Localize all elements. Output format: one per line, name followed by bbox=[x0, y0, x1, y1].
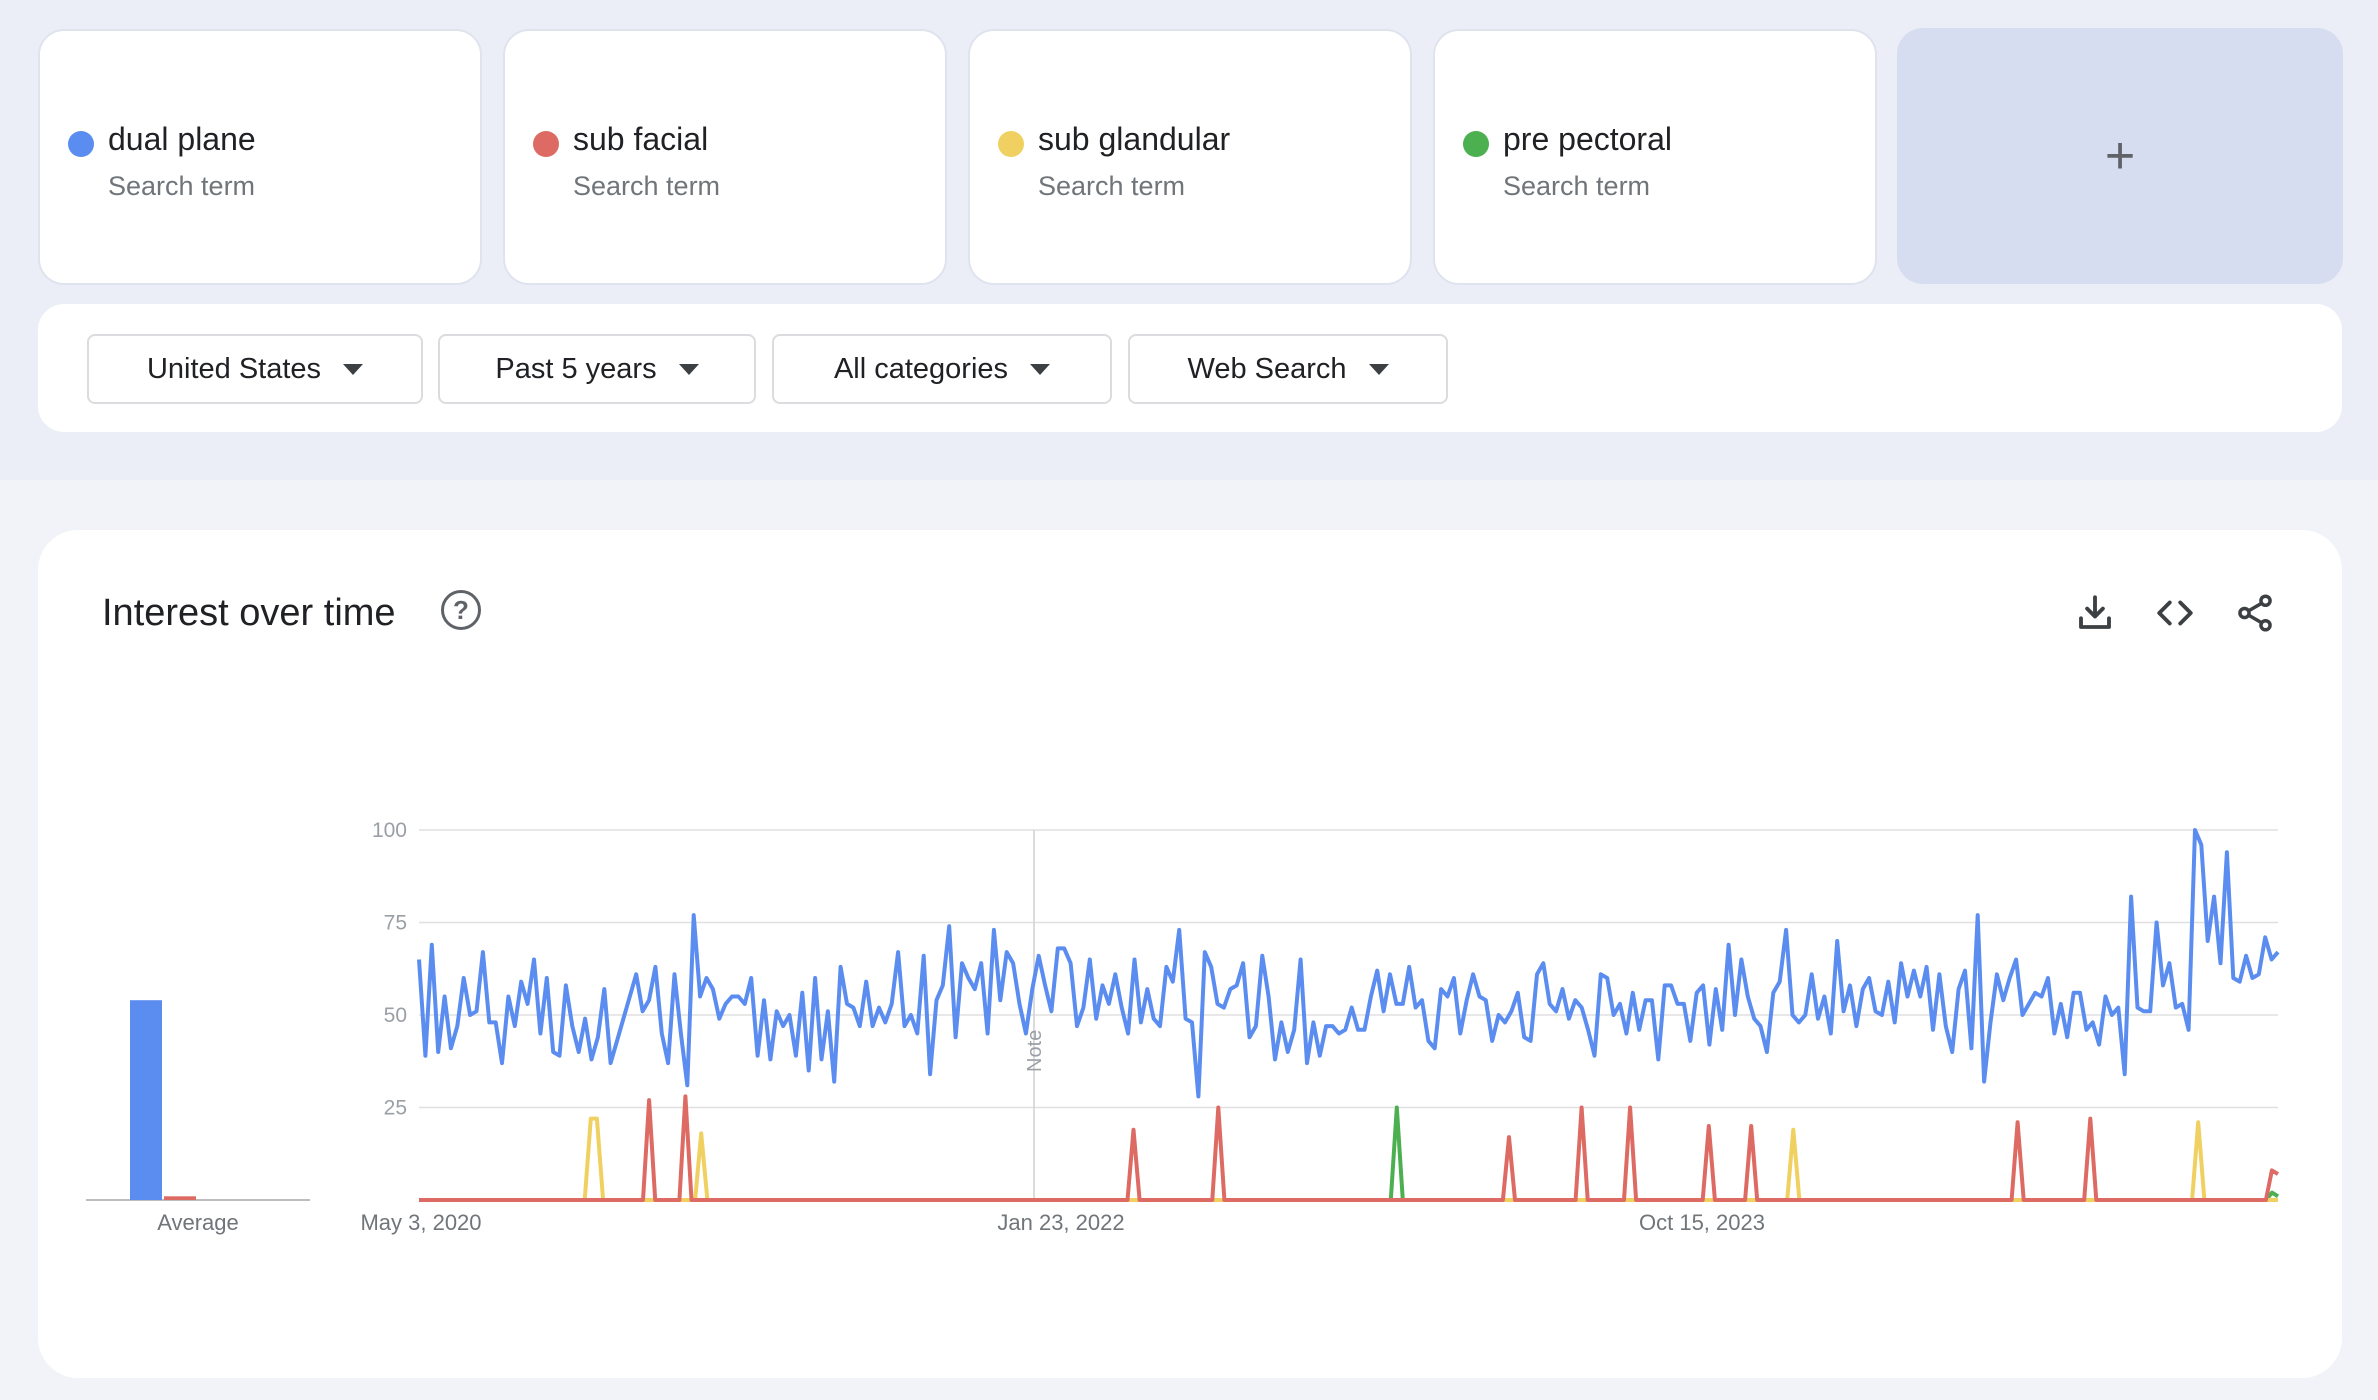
embed-code-icon[interactable] bbox=[2154, 592, 2196, 634]
term-subtitle: Search term bbox=[1503, 171, 1651, 201]
x-tick-label: May 3, 2020 bbox=[360, 1210, 481, 1235]
term-subtitle: Search term bbox=[108, 171, 256, 201]
y-tick-label: 100 bbox=[372, 819, 407, 842]
average-bar bbox=[164, 1196, 196, 1200]
interest-over-time-card: Interest over time ? 100 75 50 25 Note May 3,… bbox=[38, 530, 2342, 1378]
region-label: United States bbox=[146, 352, 322, 385]
series-line-dual-plane bbox=[417, 828, 2280, 1099]
search-type-dropdown[interactable]: Web Search bbox=[1128, 334, 1448, 404]
y-tick-label: 75 bbox=[384, 912, 407, 935]
help-icon[interactable]: ? bbox=[441, 590, 481, 630]
term-name: pre pectoral bbox=[1503, 121, 1672, 157]
region-dropdown[interactable]: United States bbox=[87, 334, 423, 404]
y-tick-label: 50 bbox=[384, 1004, 407, 1027]
caret-down-icon bbox=[1030, 363, 1051, 375]
chart-title: Interest over time bbox=[102, 592, 396, 634]
average-bar bbox=[130, 1000, 162, 1200]
share-icon[interactable] bbox=[2234, 592, 2276, 634]
caret-down-icon bbox=[1368, 363, 1389, 375]
note-label: Note bbox=[1024, 1030, 1046, 1072]
term-card-pre-pectoral[interactable]: pre pectoral Search term bbox=[1433, 29, 1877, 285]
category-label: All categories bbox=[833, 352, 1009, 385]
series-color-dot bbox=[533, 131, 559, 157]
download-icon[interactable] bbox=[2074, 592, 2116, 634]
term-card-sub-facial[interactable]: sub facial Search term bbox=[503, 29, 947, 285]
time-range-label: Past 5 years bbox=[495, 352, 657, 385]
y-tick-label: 25 bbox=[384, 1097, 407, 1120]
caret-down-icon bbox=[678, 363, 699, 375]
series-color-dot bbox=[68, 131, 94, 157]
term-name: sub facial bbox=[573, 121, 709, 157]
add-comparison-button[interactable]: + bbox=[1897, 28, 2343, 284]
series-color-dot bbox=[998, 131, 1024, 157]
series-color-dot bbox=[1463, 131, 1489, 157]
x-tick-label: Oct 15, 2023 bbox=[1639, 1210, 1765, 1235]
x-tick-label: Jan 23, 2022 bbox=[997, 1210, 1124, 1235]
term-card-dual-plane[interactable]: dual plane Search term bbox=[38, 29, 482, 285]
term-subtitle: Search term bbox=[1038, 171, 1186, 201]
caret-down-icon bbox=[343, 363, 364, 375]
filter-bar: United States Past 5 years All categorie… bbox=[38, 304, 2342, 432]
plus-icon: + bbox=[2104, 127, 2136, 185]
term-name: sub glandular bbox=[1038, 121, 1231, 157]
average-label: Average bbox=[157, 1210, 239, 1235]
search-type-label: Web Search bbox=[1187, 352, 1347, 385]
time-range-dropdown[interactable]: Past 5 years bbox=[438, 334, 756, 404]
series-line-sub-glandular bbox=[419, 1116, 2278, 1202]
term-name: dual plane bbox=[108, 121, 256, 157]
category-dropdown[interactable]: All categories bbox=[772, 334, 1112, 404]
term-card-sub-glandular[interactable]: sub glandular Search term bbox=[968, 29, 1412, 285]
interest-chart: 100 75 50 25 Note May 3, 2020 Jan 23, 2022 Oct … bbox=[86, 819, 2280, 1235]
series-line-sub-facial bbox=[419, 1094, 2280, 1202]
term-subtitle: Search term bbox=[573, 171, 721, 201]
